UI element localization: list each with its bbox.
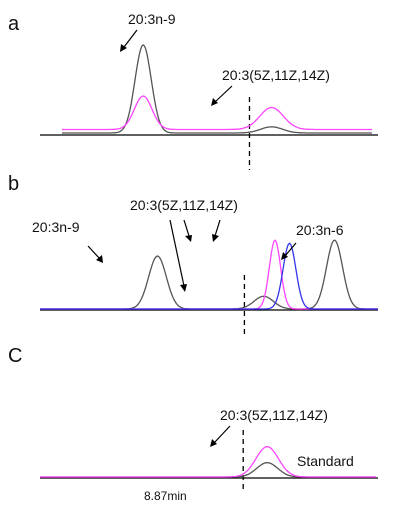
panel-c: C 20:3(5Z,11Z,14Z) Standard 8.87min bbox=[8, 345, 378, 503]
panel-b-arrow-to-blue-peak bbox=[214, 219, 221, 237]
panel-c-trace-magenta bbox=[40, 445, 376, 478]
panel-b-arrow-to-magenta-peak bbox=[183, 219, 190, 237]
panel-a-arrowhead-5z11z14z bbox=[211, 98, 218, 106]
panel-a-letter: a bbox=[8, 13, 20, 35]
panel-c-label-standard: Standard bbox=[297, 453, 354, 469]
panel-c-letter: C bbox=[8, 345, 22, 367]
panel-a-arrowhead-20-3n-9 bbox=[120, 44, 127, 52]
retention-time-label: 8.87min bbox=[144, 489, 187, 503]
panel-a-arrow-20-3n-9 bbox=[123, 29, 138, 48]
panel-b-traces bbox=[40, 239, 378, 310]
panel-b-arrowhead-magenta-peak bbox=[185, 235, 192, 242]
panel-b-label-20-3n-9: 20:3n-9 bbox=[32, 219, 80, 235]
panel-b-trace-magenta bbox=[40, 239, 378, 310]
panel-c-label-5z11z14z: 20:3(5Z,11Z,14Z) bbox=[220, 407, 328, 423]
panel-a-label-5z11z14z: 20:3(5Z,11Z,14Z) bbox=[222, 67, 330, 83]
panel-a-trace-black bbox=[62, 44, 372, 134]
panel-b-arrowhead-20-3n-9 bbox=[96, 255, 103, 263]
panel-b-arrow-20-3n-9 bbox=[87, 245, 101, 260]
panel-a-label-20-3n-9: 20:3n-9 bbox=[128, 11, 176, 27]
panel-a: a 20:3n-9 20:3(5Z,11Z,14Z) bbox=[8, 11, 378, 170]
panel-b-label-5z11z14z: 20:3(5Z,11Z,14Z) bbox=[130, 197, 238, 213]
panel-b: b 20:3n-9 20:3(5Z,11Z,14Z) 20:3n-6 bbox=[8, 173, 378, 335]
panel-b-letter: b bbox=[8, 173, 19, 195]
panel-b-arrowhead-blue-peak bbox=[212, 234, 219, 242]
panel-a-arrow-5z11z14z bbox=[214, 85, 233, 103]
panel-c-traces bbox=[40, 445, 376, 478]
panel-b-trace-blue bbox=[40, 242, 378, 310]
panel-b-arrowhead-black-peak bbox=[180, 284, 187, 292]
panel-a-trace-magenta bbox=[62, 95, 372, 131]
panel-b-arrowhead-20-3n-6 bbox=[281, 252, 288, 260]
panel-b-trace-black bbox=[40, 239, 378, 310]
panel-b-arrow-20-3n-6 bbox=[284, 242, 297, 257]
panel-a-traces bbox=[62, 44, 372, 134]
panel-b-arrow-to-black-peak bbox=[169, 219, 185, 287]
panel-c-arrow-5z11z14z bbox=[213, 425, 231, 444]
panel-b-label-20-3n-6: 20:3n-6 bbox=[296, 222, 344, 238]
panel-c-arrowhead-5z11z14z bbox=[210, 439, 217, 447]
